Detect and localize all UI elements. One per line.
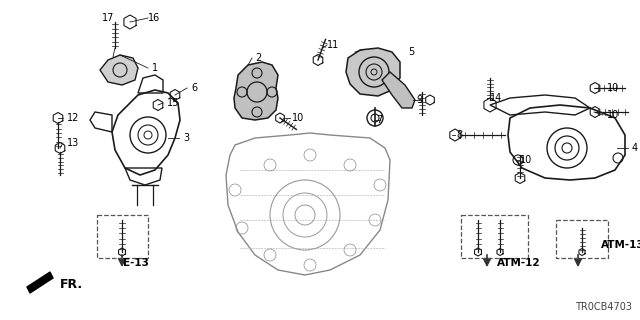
Text: E-13: E-13 [123,258,149,268]
Text: 10: 10 [607,83,620,93]
Text: 8: 8 [456,130,462,140]
Text: 15: 15 [167,98,179,108]
Text: 16: 16 [148,13,160,23]
Text: 4: 4 [632,143,638,153]
Text: ATM-13: ATM-13 [601,240,640,250]
Text: 10: 10 [607,110,620,120]
Text: 17: 17 [102,13,115,23]
Text: ATM-12: ATM-12 [497,258,541,268]
Bar [97,215,148,258]
Text: TR0CB4703: TR0CB4703 [575,302,632,312]
Text: 6: 6 [191,83,197,93]
Text: 2: 2 [255,53,261,63]
Text: 5: 5 [408,47,414,57]
Text: FR.: FR. [60,278,83,292]
Text: 1: 1 [152,63,158,73]
Text: 10: 10 [292,113,304,123]
Text: 10: 10 [520,155,532,165]
Text: 3: 3 [183,133,189,143]
Text: 13: 13 [67,138,79,148]
Polygon shape [27,272,53,293]
Text: 12: 12 [67,113,79,123]
Text: 9: 9 [416,95,422,105]
Text: 7: 7 [376,115,382,125]
Polygon shape [346,48,400,96]
Bar [461,215,528,258]
Bar [556,220,608,258]
Text: 14: 14 [490,93,502,103]
Polygon shape [100,55,138,85]
Polygon shape [382,72,415,108]
Polygon shape [234,62,278,120]
Text: 11: 11 [327,40,339,50]
